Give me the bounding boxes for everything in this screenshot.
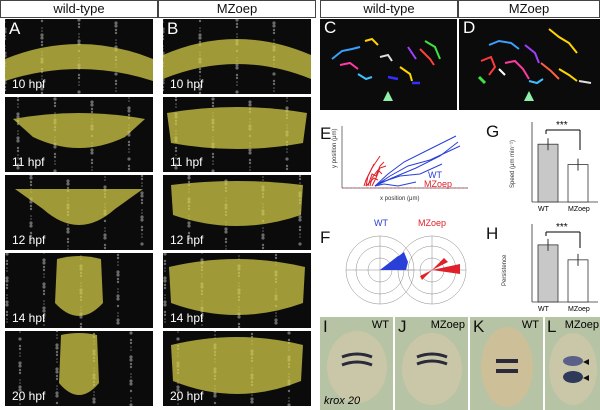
micrograph-svg — [171, 175, 303, 250]
timepoint-label: 12 hpf — [170, 233, 204, 247]
e-legend-mz: MZoep — [424, 179, 452, 189]
h-cat-mz: MZoep — [568, 306, 590, 313]
panel-b-micrograph-5: 20 hpf — [163, 331, 311, 406]
gene-label: krox 20 — [324, 395, 361, 407]
rose-plots-svg: WT MZoep — [345, 218, 467, 305]
panel-label-e: E — [320, 124, 332, 143]
timepoint-label: 11 hpf — [12, 155, 45, 169]
f-title-mz: MZoep — [418, 218, 446, 228]
header-mzoep-right: MZoep — [458, 0, 600, 18]
micrograph-svg — [5, 19, 153, 94]
mesendoderm-overlay — [167, 107, 307, 149]
header-wild-type-left: wild-type — [0, 0, 158, 18]
h-cat-wt: WT — [538, 306, 550, 313]
panel-l-embryo: L MZoep — [545, 317, 600, 410]
e-legend-wt: WT — [428, 170, 442, 180]
embryo-label-i: WT — [371, 319, 389, 331]
micrograph-svg — [163, 19, 311, 94]
track-plot-svg: y position (μm) x position (μm) WT MZoep — [332, 126, 468, 202]
panel-label-b: B — [167, 19, 179, 38]
mesendoderm-overlay — [171, 337, 303, 394]
panel-h-chart: H Persistence *** WT MZoep — [476, 218, 600, 314]
panel-d-track-image: D — [459, 19, 600, 110]
embryo-label-l: MZoep — [564, 319, 599, 331]
bar-wt — [537, 143, 559, 203]
panel-label-c: C — [324, 19, 337, 37]
panel-a-micrograph-4: 14 hpf — [5, 253, 153, 328]
speed-bar-svg: Speed (μm min⁻¹) *** WT MZoep — [510, 120, 598, 213]
micrograph-svg — [15, 175, 144, 250]
panel-label-k: K — [473, 317, 485, 336]
panel-label-i: I — [323, 317, 328, 336]
bar-wt — [537, 244, 559, 303]
timepoint-label: 10 hpf — [12, 77, 46, 91]
panel-a-micrograph-5: 20 hpf — [5, 331, 153, 406]
panel-label-l: L — [547, 317, 557, 336]
panel-j-embryo: J MZoep — [395, 317, 468, 410]
panel-b-micrograph-3: 12 hpf — [163, 175, 311, 250]
g-ylabel: Speed (μm min⁻¹) — [510, 140, 516, 188]
panel-label-a: A — [9, 19, 21, 38]
e-xlabel: x position (μm) — [380, 196, 419, 202]
micrograph-svg — [5, 253, 120, 328]
panel-b-micrograph-2: 11 hpf — [163, 97, 311, 172]
panel-b-micrograph-1: B 10 hpf — [163, 19, 311, 94]
mesendoderm-overlay — [5, 44, 153, 81]
mesendoderm-overlay — [59, 333, 99, 395]
g-significance: *** — [556, 120, 568, 131]
embryo-label-j: MZoep — [430, 319, 465, 331]
f-title-wt: WT — [374, 218, 388, 228]
mesendoderm-overlay — [15, 189, 143, 225]
micrograph-svg — [171, 331, 303, 406]
panel-b-micrograph-4: 14 hpf — [163, 253, 311, 328]
micrograph-svg — [167, 97, 307, 172]
h-significance: *** — [556, 222, 568, 233]
timepoint-label: 12 hpf — [12, 233, 46, 247]
mesendoderm-overlay — [163, 39, 311, 79]
panel-k-embryo: K WT — [470, 317, 543, 410]
tracks-wt-svg — [331, 37, 441, 101]
timepoint-label: 14 hpf — [170, 311, 204, 325]
h-ylabel: Persistence — [502, 254, 508, 286]
header-wild-type-right: wild-type — [320, 0, 458, 18]
header-mzoep-left: MZoep — [158, 0, 316, 18]
g-cat-mz: MZoep — [568, 206, 590, 213]
mesendoderm-overlay — [13, 113, 145, 148]
panel-label-d: D — [463, 19, 476, 37]
panel-c-track-image: C — [320, 19, 457, 110]
mesendoderm-overlay — [171, 181, 303, 226]
timepoint-label: 11 hpf — [170, 155, 203, 169]
timepoint-label: 14 hpf — [12, 311, 46, 325]
panel-e-chart: E y position (μm) x position (μm) WT MZo… — [320, 116, 470, 216]
embryo-label-k: WT — [521, 319, 539, 331]
g-cat-wt: WT — [538, 206, 550, 213]
micrograph-svg — [13, 97, 145, 172]
panel-f-chart: F WT MZoep — [320, 218, 470, 314]
panel-a-micrograph-3: 12 hpf — [5, 175, 153, 250]
bar-mzoep — [567, 259, 589, 303]
panel-a-micrograph-2: 11 hpf — [5, 97, 153, 172]
panel-i-embryo: I WT krox 20 — [320, 317, 393, 410]
panel-g-chart: G Speed (μm min⁻¹) *** WT MZoep — [476, 116, 600, 216]
mesendoderm-overlay — [169, 259, 305, 315]
micrograph-svg — [18, 331, 133, 406]
mesendoderm-overlay — [55, 256, 103, 316]
timepoint-label: 20 hpf — [170, 389, 204, 403]
panel-label-g: G — [486, 122, 500, 141]
panel-a-micrograph-1: A 10 hpf — [5, 19, 153, 94]
persistence-bar-svg: Persistence *** WT MZoep — [502, 222, 598, 313]
timepoint-label: 20 hpf — [12, 389, 46, 403]
e-ylabel: y position (μm) — [332, 129, 338, 168]
micrograph-svg — [163, 253, 305, 328]
timepoint-label: 10 hpf — [170, 77, 204, 91]
panel-label-h: H — [486, 224, 499, 243]
tracks-mz-svg — [477, 28, 592, 101]
panel-label-j: J — [398, 317, 407, 336]
panel-label-f: F — [320, 228, 331, 247]
